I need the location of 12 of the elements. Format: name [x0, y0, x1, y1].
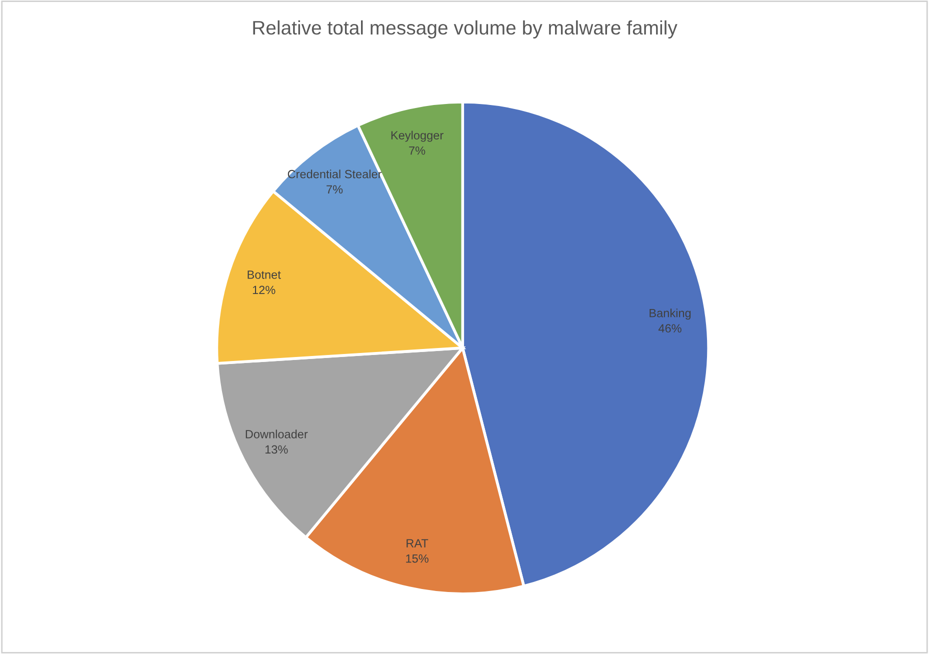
- chart-title: Relative total message volume by malware family: [253, 20, 678, 38]
- slice-label: RAT: [406, 539, 428, 548]
- slice-label: Downloader: [246, 430, 308, 438]
- data-label: 13%: [265, 445, 288, 454]
- slice-label: Keylogger: [391, 130, 444, 142]
- data-label: 7%: [326, 185, 343, 194]
- data-label: 12%: [252, 286, 276, 294]
- slice-label: Botnet: [248, 270, 281, 279]
- data-label: 46%: [658, 324, 682, 333]
- data-label: 15%: [406, 554, 428, 563]
- data-label: 7%: [409, 146, 426, 155]
- slice-label: Banking: [650, 308, 691, 320]
